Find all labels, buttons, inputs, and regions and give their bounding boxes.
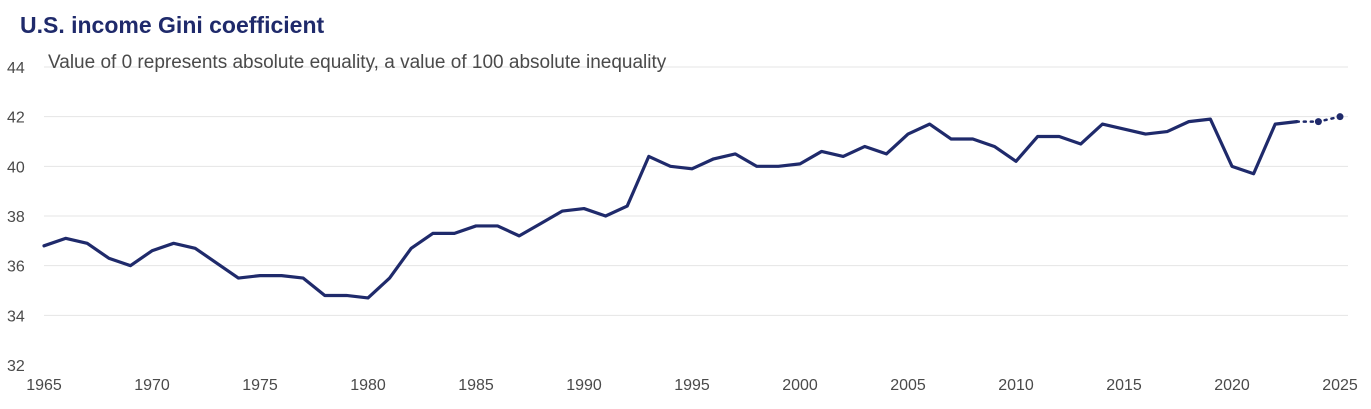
y-axis-ticks: 32 34 36 38 40 42 44 xyxy=(7,60,25,375)
y-tick-label: 36 xyxy=(7,259,25,276)
x-axis-ticks: 1965 1970 1975 1980 1985 1990 1995 2000 2005 2010… xyxy=(26,377,1358,394)
x-tick-label: 1985 xyxy=(458,377,494,394)
y-tick-label: 44 xyxy=(7,60,25,77)
y-tick-label: 42 xyxy=(7,110,25,127)
x-tick-label: 1965 xyxy=(26,377,62,394)
x-tick-label: 1980 xyxy=(350,377,386,394)
x-tick-label: 1975 xyxy=(242,377,278,394)
x-tick-label: 1990 xyxy=(566,377,602,394)
chart-subtitle: Value of 0 represents absolute equality,… xyxy=(48,52,667,73)
x-tick-label: 2010 xyxy=(998,377,1034,394)
projection-point-2024 xyxy=(1314,118,1322,126)
gini-series-line xyxy=(42,117,1299,300)
x-tick-label: 2025 xyxy=(1322,377,1358,394)
chart-title: U.S. income Gini coefficient xyxy=(20,12,325,38)
projection-point-2025 xyxy=(1336,113,1344,121)
x-tick-label: 2020 xyxy=(1214,377,1250,394)
y-tick-label: 40 xyxy=(7,159,25,176)
series-group xyxy=(42,113,1344,300)
x-tick-label: 1970 xyxy=(134,377,170,394)
x-tick-label: 2005 xyxy=(890,377,926,394)
x-tick-label: 1995 xyxy=(674,377,710,394)
x-tick-label: 2000 xyxy=(782,377,818,394)
grid xyxy=(44,66,1348,316)
x-tick-label: 2015 xyxy=(1106,377,1142,394)
y-tick-label: 32 xyxy=(7,358,25,375)
y-tick-label: 38 xyxy=(7,209,25,226)
y-tick-label: 34 xyxy=(7,308,25,325)
